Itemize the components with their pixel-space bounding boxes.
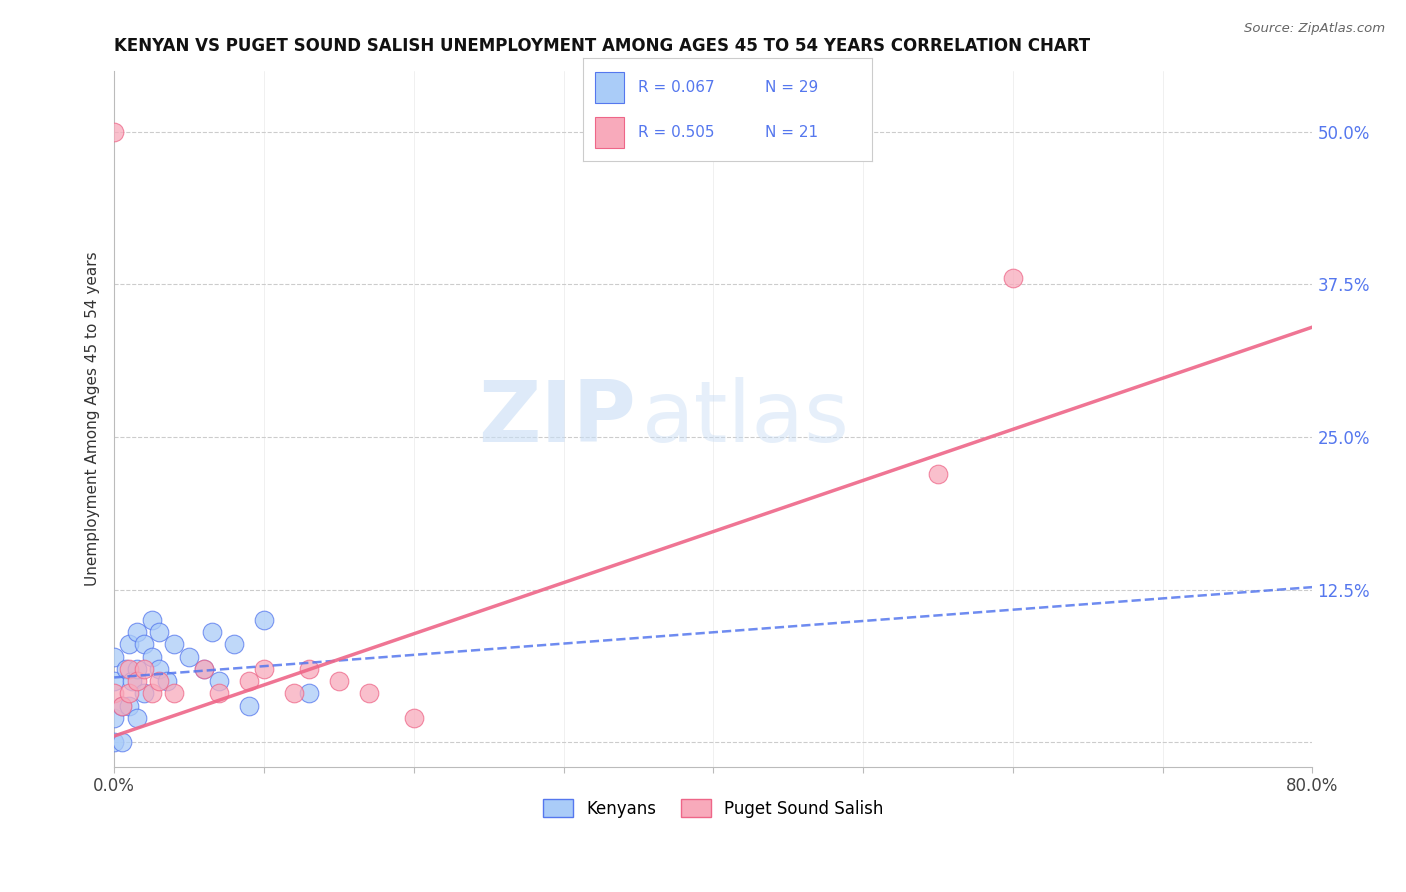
FancyBboxPatch shape [595,118,624,148]
Point [208,686,231,700]
Point [148,625,170,640]
Point [148,662,170,676]
Point [402,711,425,725]
Point [148,674,170,689]
Point [103,649,125,664]
Point [118,698,141,713]
Point [111,735,134,749]
Point [200,625,222,640]
Point [156,674,179,689]
Point [141,649,163,664]
Point [103,711,125,725]
Point [163,638,186,652]
Point [238,674,260,689]
Point [1001,271,1024,285]
Text: N = 29: N = 29 [765,79,818,95]
Point [115,662,138,676]
Point [283,686,305,700]
Point [163,686,186,700]
Legend: Kenyans, Puget Sound Salish: Kenyans, Puget Sound Salish [536,793,890,824]
Point [208,674,231,689]
Point [118,638,141,652]
Point [103,735,125,749]
Point [357,686,380,700]
Point [193,662,215,676]
Point [103,686,125,700]
FancyBboxPatch shape [595,72,624,103]
Point [134,686,156,700]
Point [121,674,143,689]
Point [253,662,276,676]
Point [298,686,321,700]
Point [125,674,148,689]
Text: N = 21: N = 21 [765,125,818,140]
Point [328,674,350,689]
Point [134,662,156,676]
Point [111,698,134,713]
Point [253,613,276,627]
Text: R = 0.067: R = 0.067 [638,79,714,95]
Point [103,674,125,689]
Text: atlas: atlas [641,377,849,460]
Point [103,125,125,139]
Text: Source: ZipAtlas.com: Source: ZipAtlas.com [1244,22,1385,36]
Point [141,686,163,700]
Text: KENYAN VS PUGET SOUND SALISH UNEMPLOYMENT AMONG AGES 45 TO 54 YEARS CORRELATION : KENYAN VS PUGET SOUND SALISH UNEMPLOYMEN… [114,37,1090,55]
Point [118,662,141,676]
Point [177,649,200,664]
Point [125,625,148,640]
Y-axis label: Unemployment Among Ages 45 to 54 years: Unemployment Among Ages 45 to 54 years [86,252,100,586]
Point [141,613,163,627]
Point [222,638,245,652]
Point [193,662,215,676]
Point [134,638,156,652]
Point [927,467,949,481]
Text: ZIP: ZIP [478,377,636,460]
Point [125,662,148,676]
Point [298,662,321,676]
Point [111,698,134,713]
Point [238,698,260,713]
Point [125,711,148,725]
Point [118,686,141,700]
Text: R = 0.505: R = 0.505 [638,125,714,140]
